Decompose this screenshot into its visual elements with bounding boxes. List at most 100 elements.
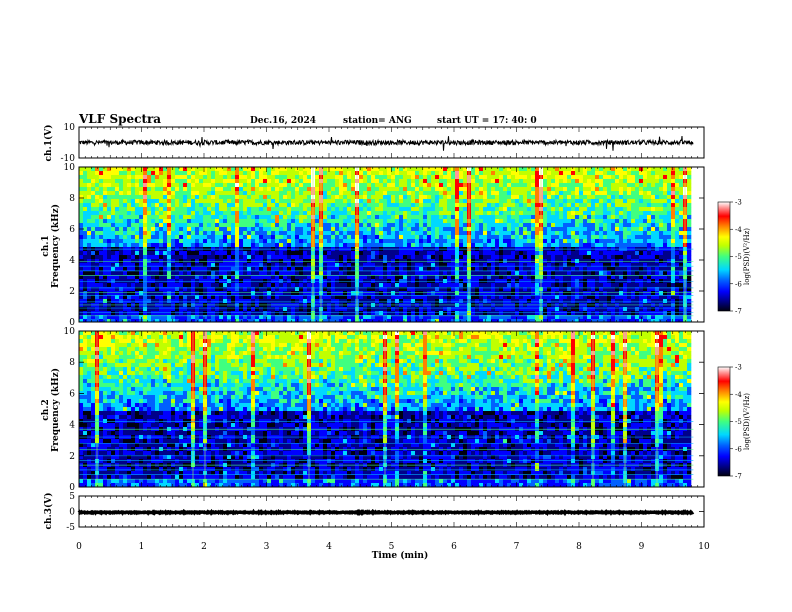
ch1-spectrogram-cell: [419, 171, 424, 176]
ch1-spectrogram-cell: [383, 255, 388, 260]
ch1-spectrogram-cell: [591, 175, 596, 180]
ch1-spectrogram-cell: [187, 239, 192, 244]
ch1-spectrogram-cell: [343, 223, 348, 228]
ch1-spectrogram-cell: [567, 203, 572, 208]
ch1-spectrogram-cell: [575, 283, 580, 288]
ch1-spectrogram-cell: [303, 195, 308, 200]
ch1-spectrogram-cell: [347, 179, 352, 184]
ch1-spectrogram-cell: [139, 283, 144, 288]
ch1-spectrogram-cell: [555, 207, 560, 212]
ch1-spectrogram-cell: [547, 283, 552, 288]
ch1-spectrogram-cell: [611, 263, 616, 268]
ch1-spectrogram-cell: [415, 203, 420, 208]
ch1-spectrogram-cell: [667, 195, 672, 200]
ch1-spectrogram-cell: [519, 191, 524, 196]
ch1-spectrogram-cell: [579, 203, 584, 208]
ch1-spectrogram-cell: [103, 183, 108, 188]
ch1-spectrogram-cell: [219, 239, 224, 244]
ch1-spectrogram-cell: [487, 283, 492, 288]
ch1-spectrogram-cell: [275, 187, 280, 192]
ch1-spectrogram-cell: [519, 275, 524, 280]
ch1-spectrogram-cell: [635, 255, 640, 260]
ch1-spectrogram-cell: [427, 251, 432, 256]
ch1-spectrogram-cell: [671, 195, 676, 200]
ch1-spectrogram-cell: [547, 175, 552, 180]
ch1-spectrogram-cell: [111, 171, 116, 176]
ch1-spectrogram-cell: [139, 175, 144, 180]
ch1-spectrogram-cell: [199, 219, 204, 224]
ch1-spectrogram-cell: [627, 187, 632, 192]
ch1-spectrogram-cell: [307, 215, 312, 220]
ch1-spectrogram-cell: [167, 235, 172, 240]
ch1-spectrogram-cell: [271, 251, 276, 256]
ch1-spectrogram-cell: [219, 211, 224, 216]
ch1-spectrogram-cell: [643, 283, 648, 288]
ch1-spectrogram-cell: [331, 243, 336, 248]
ch1-spectrogram-cell: [403, 203, 408, 208]
ch1-spectrogram-cell: [287, 259, 292, 264]
ch1-spectrogram-cell: [615, 187, 620, 192]
ch1-spectrogram-cell: [171, 171, 176, 176]
ch1-spectrogram-cell: [631, 263, 636, 268]
ch1-spectrogram-cell: [247, 255, 252, 260]
ch1-spectrogram-cell: [575, 199, 580, 204]
ch1-spectrogram-cell: [243, 195, 248, 200]
ch1-spectrogram-cell: [299, 251, 304, 256]
ch1-spectrogram-cell: [159, 207, 164, 212]
ch1-spectrogram-cell: [391, 271, 396, 276]
ch1-spectrogram-cell: [163, 267, 168, 272]
ch1-spectrogram-cell: [87, 283, 92, 288]
ch1-spectrogram-cell: [203, 243, 208, 248]
ch1-spectrogram-cell: [239, 175, 244, 180]
ch1-spectrogram-cell: [95, 179, 100, 184]
ch1-spectrogram-cell: [515, 223, 520, 228]
ch1-spectrogram-cell: [251, 167, 256, 172]
ch1-spectrogram-cell: [175, 223, 180, 228]
ch1-spectrogram-cell: [351, 223, 356, 228]
ch1-spectrogram-cell: [299, 287, 304, 292]
ch1-spectrogram-cell: [79, 223, 84, 228]
ch1-spectrogram-cell: [115, 243, 120, 248]
ch1-spectrogram-cell: [603, 167, 608, 172]
ch1-spectrogram-cell: [231, 167, 236, 172]
ch1-spectrogram-cell: [491, 227, 496, 232]
ch1-spectrogram-cell: [603, 243, 608, 248]
ch1-spectrogram-cell: [147, 267, 152, 272]
ch1-spectrogram-cell: [339, 179, 344, 184]
ch1-spectrogram-cell: [279, 215, 284, 220]
ch1-spectrogram-cell: [259, 275, 264, 280]
ch1-spectrogram-cell: [583, 191, 588, 196]
ch1-spectrogram-cell: [159, 287, 164, 292]
ch1-spectrogram-cell: [595, 239, 600, 244]
ch1-spectrogram-cell: [603, 271, 608, 276]
ch1-spectrogram-cell: [119, 203, 124, 208]
ch1-spectrogram-cell: [191, 259, 196, 264]
ch1-spectrogram-cell: [255, 223, 260, 228]
ch1-spectrogram-cell: [323, 263, 328, 268]
ch1-spectrogram-cell: [335, 203, 340, 208]
ch1-spectrogram-cell: [211, 187, 216, 192]
ch1-spectrogram-cell: [507, 211, 512, 216]
ch1-spectrogram-cell: [571, 211, 576, 216]
ch1-spectrogram-cell: [419, 243, 424, 248]
ch1-spectrogram-cell: [179, 195, 184, 200]
ch1-spectrogram-cell: [359, 191, 364, 196]
ch1-spectrogram-cell: [651, 171, 656, 176]
ch1-spectrogram-cell: [103, 219, 108, 224]
ch1-spectrogram-cell: [283, 223, 288, 228]
ch1-spectrogram-cell: [287, 179, 292, 184]
ch1-spectrogram-cell: [455, 259, 460, 264]
ch1-spectrogram-cell: [263, 171, 268, 176]
ch1-spectrogram-cell: [619, 243, 624, 248]
ch1-spectrogram-cell: [347, 255, 352, 260]
ch1-spectrogram-cell: [639, 243, 644, 248]
ch1-spectrogram-cell: [555, 287, 560, 292]
ch1-spectrogram-cell: [191, 179, 196, 184]
ch1-spectrogram-cell: [87, 223, 92, 228]
ch1-spectrogram-cell: [155, 287, 160, 292]
ch1-spectrogram-cell: [143, 223, 148, 228]
ch1-spectrogram-cell: [407, 199, 412, 204]
ch1-spectrogram-cell: [367, 267, 372, 272]
ch1-spectrogram-cell: [623, 287, 628, 292]
ch1-spectrogram-cell: [575, 187, 580, 192]
